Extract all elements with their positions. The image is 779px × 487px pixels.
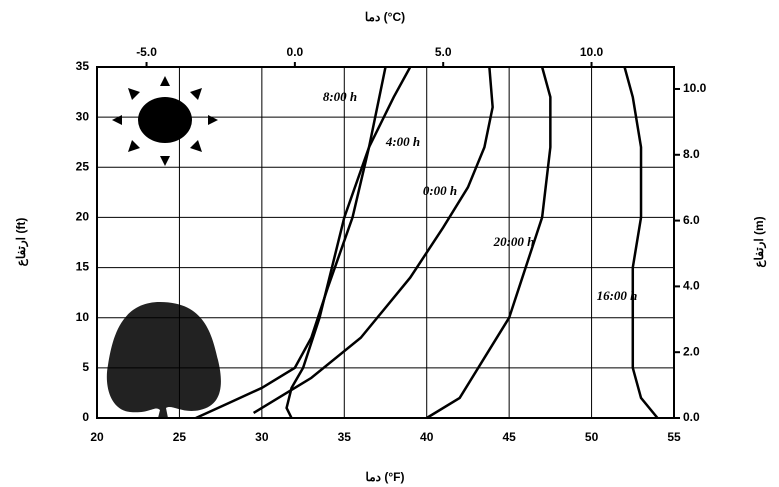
curve bbox=[623, 66, 659, 419]
curve bbox=[285, 66, 412, 419]
y-tick-label: 5 bbox=[82, 360, 89, 374]
tree-icon bbox=[106, 302, 221, 418]
y-tick-label: 35 bbox=[76, 59, 90, 73]
y2-tick-label: 2.0 bbox=[683, 344, 700, 358]
x-tick-label: 45 bbox=[502, 430, 516, 444]
series-label: 0:00 h bbox=[423, 183, 457, 198]
y-tick-label: 15 bbox=[76, 260, 90, 274]
y-tick-label: 25 bbox=[76, 159, 90, 173]
x2-axis-title: دما (°C) bbox=[365, 10, 405, 24]
series-label: 4:00 h bbox=[385, 134, 420, 149]
y2-tick-label: 0.0 bbox=[683, 410, 700, 424]
x2-tick-label: 0.0 bbox=[287, 45, 304, 59]
y2-axis-title: ارتفاع (m) bbox=[752, 216, 767, 267]
x-tick-label: 35 bbox=[338, 430, 352, 444]
curve bbox=[426, 66, 552, 420]
y2-tick-label: 6.0 bbox=[683, 213, 700, 227]
curve bbox=[252, 66, 494, 415]
series-label: 16:00 h bbox=[597, 288, 638, 303]
y-tick-label: 20 bbox=[76, 210, 90, 224]
x-tick-label: 55 bbox=[667, 430, 681, 444]
x2-tick-label: 5.0 bbox=[435, 45, 452, 59]
x2-tick-label: -5.0 bbox=[136, 45, 157, 59]
x-tick-label: 50 bbox=[585, 430, 599, 444]
series-label: 8:00 h bbox=[323, 89, 357, 104]
y-tick-label: 10 bbox=[76, 310, 90, 324]
y2-tick-label: 4.0 bbox=[683, 279, 700, 293]
x-tick-label: 20 bbox=[90, 430, 104, 444]
y-tick-label: 0 bbox=[82, 410, 89, 424]
x-tick-label: 30 bbox=[255, 430, 269, 444]
x-tick-label: 25 bbox=[173, 430, 187, 444]
y-tick-label: 30 bbox=[76, 109, 90, 123]
y2-tick-label: 10.0 bbox=[683, 81, 707, 95]
x2-tick-label: 10.0 bbox=[580, 45, 604, 59]
x-tick-label: 40 bbox=[420, 430, 434, 444]
curve bbox=[195, 66, 387, 420]
sun-icon bbox=[112, 76, 218, 166]
y-axis-title: ارتفاع (ft) bbox=[14, 218, 29, 267]
x-axis-title: دما (°F) bbox=[366, 470, 405, 484]
y2-tick-label: 8.0 bbox=[683, 147, 700, 161]
series-label: 20:00 h bbox=[493, 234, 535, 249]
